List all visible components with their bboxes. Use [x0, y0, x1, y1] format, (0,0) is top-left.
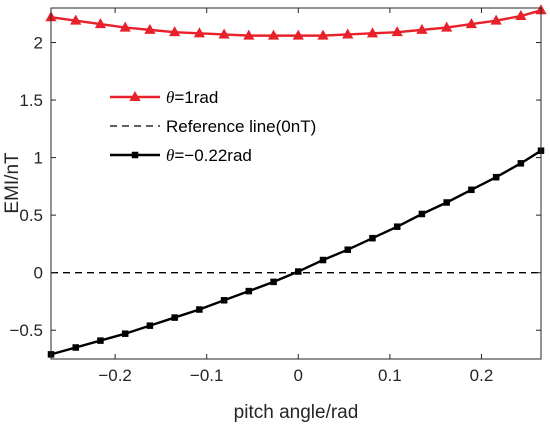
- series-0-point: [70, 14, 82, 25]
- ticks-layer: −0.2 −0.1 0 0.1 0.2 −0.5 0 0.5 1 1.5 2: [9, 8, 541, 385]
- legend-label-2: θ=−0.22rad: [166, 146, 252, 165]
- series-2-point: [220, 297, 228, 304]
- series-2-point: [319, 256, 327, 264]
- series-0-point: [193, 27, 205, 38]
- x-tick-label: 0: [294, 366, 303, 385]
- series-2-point: [72, 344, 79, 351]
- legend-entry-1: Reference line(0nT): [110, 117, 316, 136]
- legend-label-1: Reference line(0nT): [166, 117, 316, 136]
- legend-entry-0: θ=1rad: [110, 88, 218, 107]
- series-2-point: [245, 287, 253, 295]
- series-2-point: [418, 210, 426, 218]
- legend-marker-0: [129, 90, 141, 101]
- series-2-point: [270, 278, 277, 286]
- series-2-point: [344, 246, 351, 253]
- y-tick-label: 0: [34, 264, 43, 283]
- legend-label-symbol: θ: [166, 88, 174, 107]
- series-2-point: [517, 160, 525, 167]
- x-tick-label: −0.1: [190, 366, 224, 385]
- series-0-point: [391, 26, 403, 37]
- y-tick-label: 1: [34, 149, 43, 168]
- legend-label-text: =1rad: [174, 88, 218, 107]
- y-tick-label: 2: [34, 34, 43, 53]
- series-0-point: [490, 14, 502, 25]
- legend-entry-2: θ=−0.22rad: [110, 146, 252, 165]
- y-tick-label: 1.5: [19, 91, 43, 110]
- x-axis-label: pitch angle/rad: [234, 402, 359, 423]
- x-tick-label: 0.1: [378, 366, 402, 385]
- series-0-point: [243, 29, 255, 40]
- x-tick-label: −0.2: [98, 366, 132, 385]
- legend-label-text: =−0.22rad: [174, 146, 252, 165]
- x-tick-label: 0.2: [470, 366, 494, 385]
- series-0-point: [94, 18, 107, 29]
- series-0-point: [144, 23, 156, 34]
- series-0-point: [169, 26, 181, 37]
- axes-layer: [50, 7, 542, 360]
- series-2-point: [369, 234, 376, 242]
- series-2-point: [393, 223, 401, 230]
- series-0: [45, 4, 547, 40]
- series-0-point: [292, 29, 304, 40]
- series-0-point: [342, 28, 354, 39]
- series-2-point: [443, 199, 450, 206]
- series-0-point: [317, 29, 329, 40]
- legend-marker-2: [131, 151, 139, 159]
- series-2-point: [171, 314, 178, 321]
- y-tick-label: −0.5: [9, 321, 43, 340]
- y-axis-label: EMI/nT: [2, 152, 23, 214]
- legend-label-symbol: θ: [166, 146, 174, 165]
- series-0-point: [119, 21, 131, 32]
- series-2-point: [121, 330, 129, 337]
- y-tick-label: 0.5: [19, 206, 43, 225]
- series-0-point: [267, 29, 280, 40]
- series-2-point: [295, 268, 302, 275]
- series-0-point: [366, 27, 379, 38]
- series-2-point: [468, 186, 475, 194]
- series-0-point: [465, 18, 477, 29]
- legend-label-0: θ=1rad: [166, 88, 218, 107]
- series-2-point: [492, 173, 500, 181]
- series-0-point: [515, 10, 527, 21]
- series-2-point: [146, 322, 154, 329]
- axes-frame: [50, 7, 542, 360]
- series-0-point: [441, 21, 453, 32]
- plot-area: [51, 8, 541, 359]
- series-0-point: [218, 28, 230, 39]
- series-2-point: [196, 306, 203, 313]
- series-0-point: [416, 23, 428, 34]
- series-2-point: [97, 337, 104, 344]
